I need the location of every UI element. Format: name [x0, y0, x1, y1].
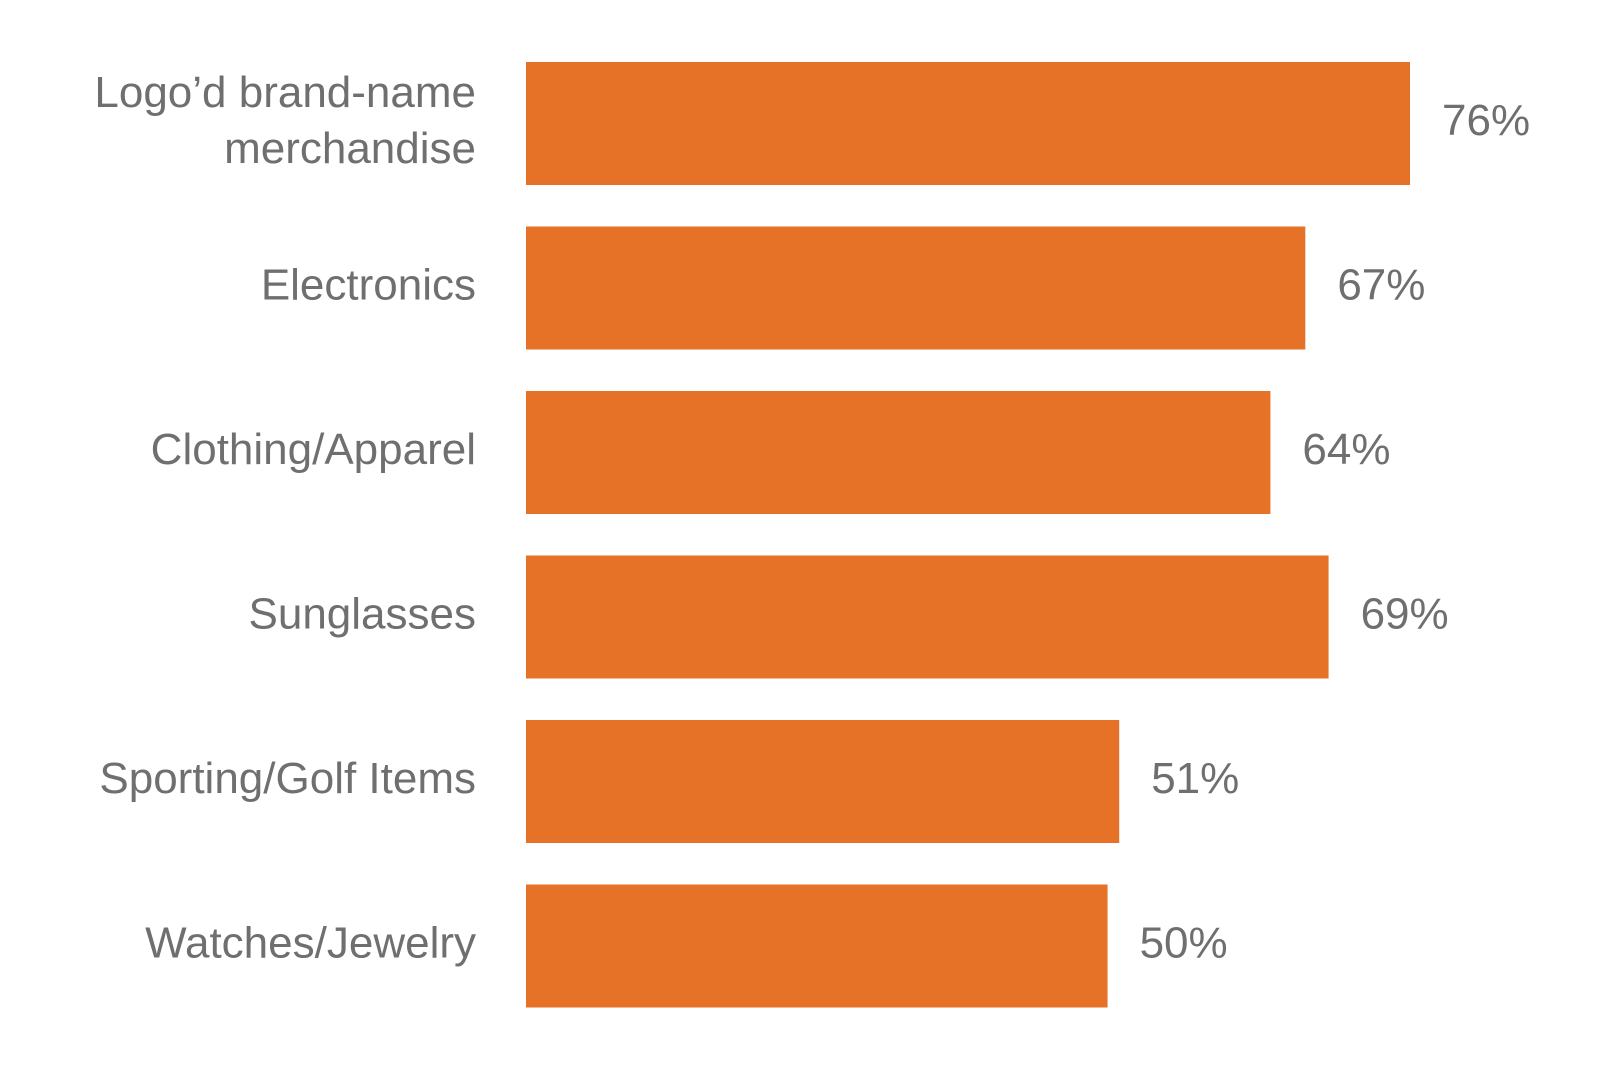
bar: [526, 720, 1120, 843]
bar: [526, 884, 1108, 1008]
bars-group: [526, 62, 1410, 1008]
category-label-line: merchandise: [224, 124, 476, 173]
value-labels-group: 76% 67% 64% 69% 51% 50%: [1140, 96, 1530, 968]
category-label-line: Clothing/Apparel: [151, 425, 476, 474]
category-label-line: Logo’d brand-name: [94, 68, 476, 117]
category-label-line: Electronics: [261, 261, 476, 310]
value-label: 67%: [1337, 261, 1425, 310]
category-label: Watches/Jewelry: [145, 919, 476, 968]
bar: [526, 391, 1271, 514]
value-label: 50%: [1140, 919, 1228, 968]
category-label: Logo’d brand-name merchandise: [94, 68, 476, 173]
value-label: 76%: [1442, 96, 1530, 145]
value-label: 51%: [1151, 754, 1239, 803]
category-label-line: Watches/Jewelry: [145, 919, 476, 968]
category-label: Sunglasses: [249, 590, 476, 639]
bar: [526, 555, 1329, 679]
bar: [526, 62, 1410, 185]
value-label: 69%: [1361, 590, 1449, 639]
category-label-line: Sporting/Golf Items: [99, 754, 476, 803]
value-label: 64%: [1302, 425, 1390, 474]
category-labels-group: Logo’d brand-name merchandise Electronics C…: [94, 68, 476, 968]
category-label-line: Sunglasses: [249, 590, 476, 639]
category-label: Clothing/Apparel: [151, 425, 476, 474]
bar: [526, 226, 1306, 350]
category-label: Electronics: [261, 261, 476, 310]
category-label: Sporting/Golf Items: [99, 754, 476, 803]
